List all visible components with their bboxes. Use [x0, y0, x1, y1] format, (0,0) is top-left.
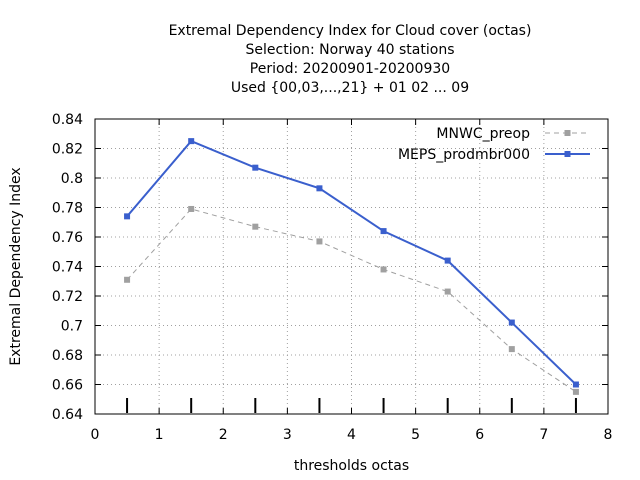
y-tick-label: 0.72 [52, 289, 83, 305]
data-point-MEPS_prodmbr000 [316, 185, 323, 192]
data-point-MNWC_preop [252, 223, 259, 230]
y-tick-label: 0.74 [52, 260, 83, 276]
axis-ticks: 0 1 2 3 4 5 6 7 8 0.64 0.66 0.68 0.7 0.72 0.74 0.76 0.78… [52, 112, 613, 443]
series [124, 138, 579, 395]
x-tick-label: 5 [411, 427, 420, 443]
legend-label: MEPS_prodmbr000 [398, 147, 530, 163]
chart-title: Extremal Dependency Index for Cloud cove… [169, 23, 532, 96]
x-tick-label: 7 [539, 427, 548, 443]
y-tick-label: 0.82 [52, 142, 83, 158]
data-point-MNWC_preop [380, 266, 387, 273]
data-point-MEPS_prodmbr000 [124, 213, 131, 220]
data-point-MEPS_prodmbr000 [380, 228, 387, 235]
x-tick-label: 0 [91, 427, 100, 443]
data-point-MEPS_prodmbr000 [444, 257, 451, 264]
legend: MNWC_preop MEPS_prodmbr000 [398, 126, 590, 163]
series-line-MNWC_preop [126, 208, 577, 393]
data-point-MEPS_prodmbr000 [508, 319, 515, 326]
legend-marker [564, 130, 571, 136]
data-point-MNWC_preop [508, 346, 515, 353]
y-tick-label: 0.78 [52, 201, 83, 217]
bottom-marks [126, 398, 577, 413]
x-tick-label: 4 [347, 427, 356, 443]
data-point-MNWC_preop [124, 276, 131, 283]
x-axis-label: thresholds octas [294, 458, 409, 474]
data-point-MEPS_prodmbr000 [572, 381, 579, 388]
y-axis-label: Extremal Dependency Index [8, 167, 24, 365]
series-line-MEPS_prodmbr000 [126, 139, 577, 386]
data-point-MNWC_preop [444, 288, 451, 295]
x-tick-label: 8 [604, 427, 613, 443]
y-tick-label: 0.68 [52, 348, 83, 364]
x-tick-label: 6 [475, 427, 484, 443]
y-tick-label: 0.8 [61, 171, 83, 187]
x-tick-label: 3 [283, 427, 292, 443]
data-point-MEPS_prodmbr000 [252, 164, 259, 171]
y-tick-label: 0.76 [52, 230, 83, 246]
x-tick-label: 2 [219, 427, 228, 443]
data-point-MNWC_preop [188, 205, 195, 212]
y-tick-label: 0.7 [61, 319, 83, 335]
title-line-4: Used {00,03,...,21} + 01 02 ... 09 [231, 80, 469, 96]
grid [95, 119, 608, 414]
title-line-2: Selection: Norway 40 stations [246, 42, 455, 58]
y-tick-label: 0.64 [52, 407, 83, 423]
data-point-MEPS_prodmbr000 [188, 138, 195, 145]
data-point-MNWC_preop [572, 388, 579, 395]
y-tick-label: 0.84 [52, 112, 83, 128]
legend-label: MNWC_preop [436, 126, 530, 142]
legend-marker [564, 151, 571, 157]
title-line-1: Extremal Dependency Index for Cloud cove… [169, 23, 532, 39]
y-tick-label: 0.66 [52, 378, 83, 394]
data-point-MNWC_preop [316, 238, 323, 245]
x-tick-label: 1 [155, 427, 164, 443]
title-line-3: Period: 20200901-20200930 [250, 61, 450, 77]
